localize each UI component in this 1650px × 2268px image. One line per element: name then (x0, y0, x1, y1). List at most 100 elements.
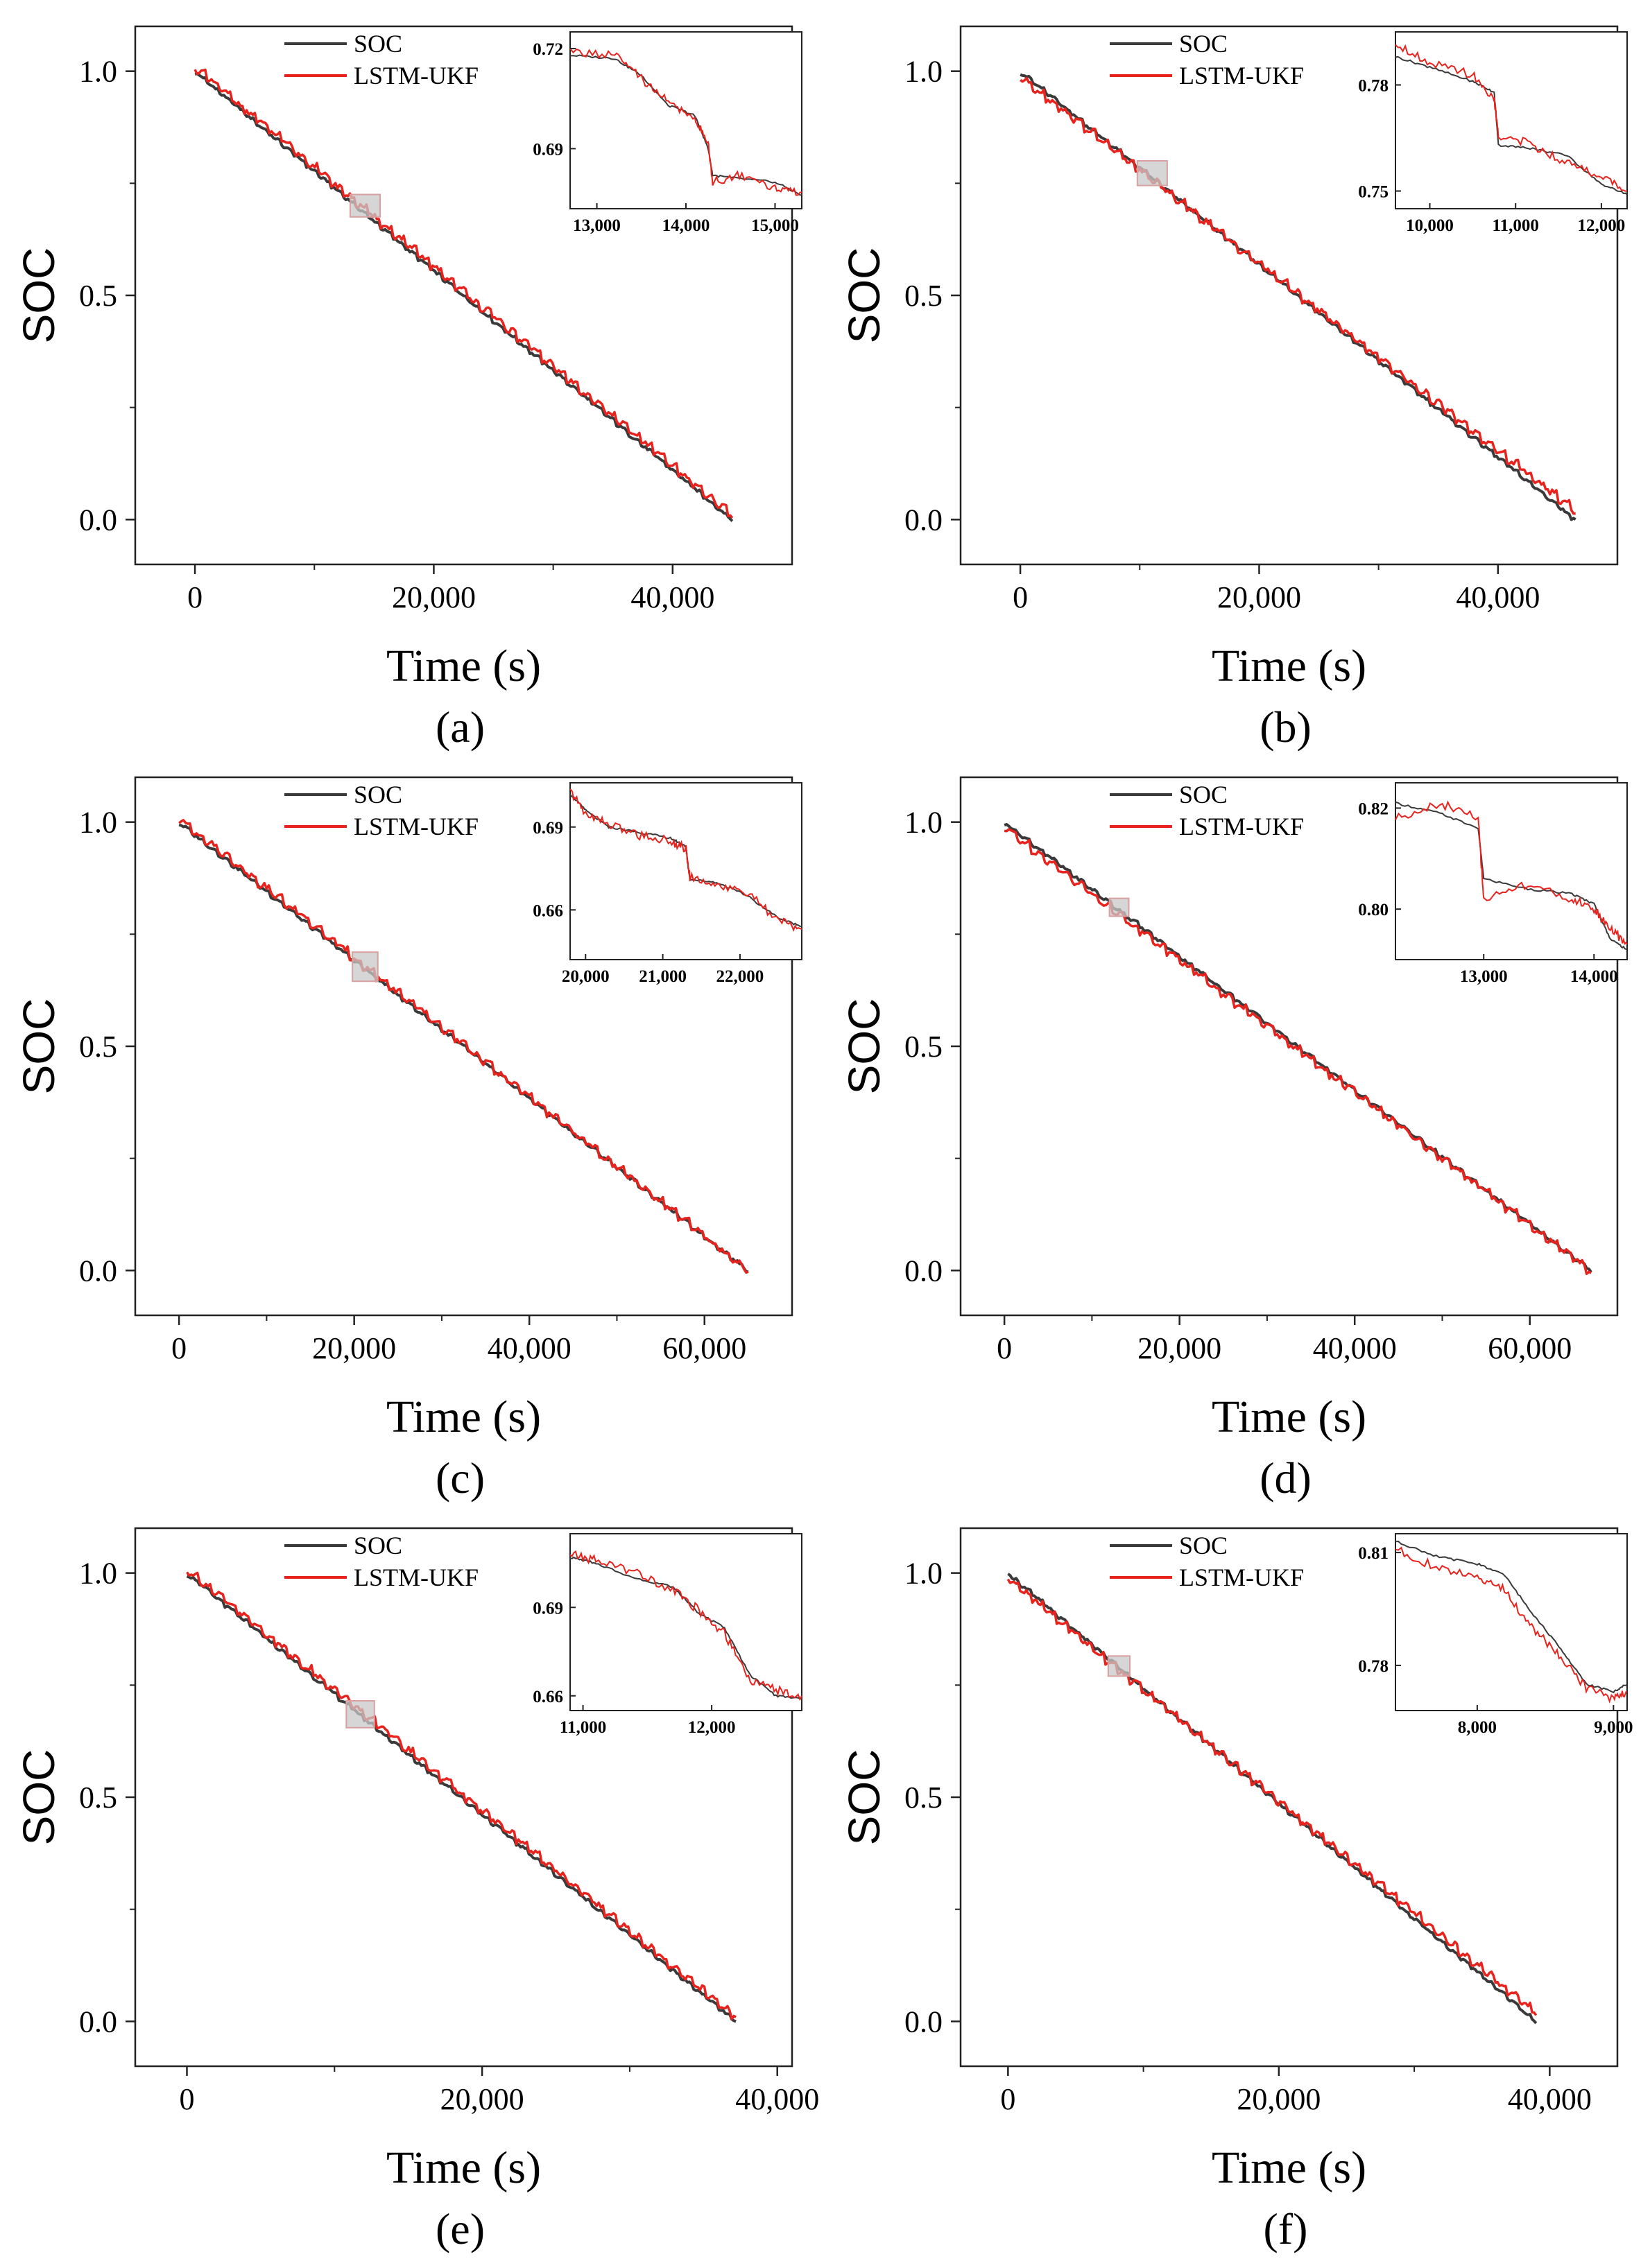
inset-x-tick-label: 12,000 (688, 1718, 736, 1737)
lstm-ukf-series-line (194, 68, 734, 519)
chart-panel: 0.0 0.5 1.0 0 20,000 40,000 Time (s) SOC (e) SOC L… (0, 1502, 825, 2258)
x-tick-label: 0 (171, 1331, 187, 1365)
chart-panel: 0.0 0.5 1.0 0 20,000 40,000 Time (s) SOC (f) SOC L… (825, 1502, 1650, 2258)
inset-y-tick-label: 0.82 (1358, 799, 1389, 818)
x-tick-label: 40,000 (735, 2082, 819, 2116)
chart-svg: 0.0 0.5 1.0 0 20,000 40,000 Time (s) SOC (f) SOC L… (839, 1527, 1633, 2253)
y-axis-label: SOC (839, 248, 889, 344)
chart-svg: 0.0 0.5 1.0 0 20,000 40,000 60,000 Time (s) SOC (… (14, 776, 802, 1503)
y-tick-label: 0.0 (79, 2005, 117, 2038)
inset-lstm-ukf-line (1395, 44, 1628, 192)
x-axis-label: Time (s) (1212, 641, 1366, 691)
inset-y-tick-label: 0.81 (1358, 1544, 1389, 1563)
legend-label: LSTM-UKF (354, 1564, 479, 1591)
zoom-region-box (1108, 897, 1130, 917)
inset-x-tick-label: 21,000 (639, 967, 687, 986)
y-tick-label: 0.0 (904, 2005, 943, 2038)
inset-y-tick-label: 0.75 (1358, 183, 1389, 202)
legend-label: LSTM-UKF (1179, 1564, 1304, 1591)
y-tick-label: 0.0 (79, 503, 117, 537)
zoom-region-box (1136, 160, 1168, 187)
x-axis-label: Time (s) (386, 2143, 541, 2193)
soc-series-line (194, 72, 734, 522)
y-tick-label: 0.5 (904, 1781, 943, 1815)
chart-panel: 0.0 0.5 1.0 0 20,000 40,000 60,000 Time (s) SOC (… (0, 751, 825, 1507)
inset-soc-line (1395, 801, 1628, 951)
y-tick-label: 1.0 (79, 55, 117, 89)
inset-x-tick-label: 8,000 (1458, 1718, 1497, 1737)
inset-lstm-ukf-line (1395, 800, 1628, 945)
inset-y-tick-label: 0.80 (1358, 901, 1389, 919)
legend-label: LSTM-UKF (354, 813, 479, 840)
inset-x-tick-label: 14,000 (1570, 967, 1618, 986)
inset-lstm-ukf-line (569, 1550, 802, 1702)
x-tick-label: 20,000 (1217, 580, 1301, 614)
inset-frame (569, 31, 802, 209)
y-tick-label: 0.0 (79, 1254, 117, 1288)
x-tick-label: 60,000 (662, 1331, 746, 1365)
x-tick-label: 0 (187, 580, 203, 614)
inset-soc-line (1395, 1540, 1628, 1694)
y-tick-label: 0.5 (79, 279, 117, 313)
chart-svg: 0.0 0.5 1.0 0 20,000 40,000 Time (s) SOC (a) SOC L… (14, 25, 802, 752)
x-tick-label: 20,000 (392, 580, 476, 614)
x-tick-label: 40,000 (1508, 2082, 1592, 2116)
lstm-ukf-series-line (1020, 76, 1576, 515)
lstm-ukf-series-line (1004, 828, 1592, 1275)
chart-svg: 0.0 0.5 1.0 0 20,000 40,000 Time (s) SOC (e) SOC L… (14, 1527, 819, 2253)
inset-frame (569, 782, 802, 960)
legend-label: SOC (1179, 1532, 1228, 1559)
inset-y-tick-label: 0.69 (533, 140, 563, 159)
legend-label: SOC (354, 781, 402, 808)
chart-svg: 0.0 0.5 1.0 0 20,000 40,000 Time (s) SOC (b) SOC L… (839, 25, 1628, 752)
x-tick-label: 40,000 (630, 580, 714, 614)
x-tick-label: 20,000 (1137, 1331, 1221, 1365)
lstm-ukf-series-line (186, 1571, 737, 2020)
inset-frame (1395, 782, 1628, 960)
y-tick-label: 1.0 (904, 55, 943, 89)
zoom-region-box (345, 1699, 375, 1729)
x-tick-label: 20,000 (1237, 2082, 1321, 2116)
inset-x-tick-label: 15,000 (751, 216, 799, 235)
chart-panel: 0.0 0.5 1.0 0 20,000 40,000 60,000 Time (s) SOC (… (825, 751, 1650, 1507)
legend-label: LSTM-UKF (354, 62, 479, 89)
x-tick-label: 40,000 (1456, 580, 1540, 614)
panel-caption: (e) (436, 2204, 485, 2253)
x-axis-label: Time (s) (1212, 1392, 1366, 1442)
y-tick-label: 0.5 (79, 1030, 117, 1064)
inset-x-tick-label: 9,000 (1594, 1718, 1633, 1737)
panel-caption: (d) (1260, 1453, 1312, 1503)
y-tick-label: 1.0 (904, 806, 943, 840)
inset-y-tick-label: 0.69 (533, 1599, 563, 1618)
x-tick-label: 0 (1013, 580, 1028, 614)
chart-svg: 0.0 0.5 1.0 0 20,000 40,000 60,000 Time (s) SOC (… (839, 776, 1628, 1503)
zoom-region-box (1107, 1655, 1131, 1677)
inset-x-tick-label: 22,000 (716, 967, 764, 986)
y-axis-label: SOC (14, 998, 64, 1095)
legend-label: LSTM-UKF (1179, 813, 1304, 840)
chart-panel: 0.0 0.5 1.0 0 20,000 40,000 Time (s) SOC (a) SOC L… (0, 0, 825, 756)
zoom-region-box (352, 951, 379, 982)
x-tick-label: 40,000 (488, 1331, 572, 1365)
inset-y-tick-label: 0.78 (1358, 77, 1389, 96)
inset-x-tick-label: 13,000 (1460, 967, 1508, 986)
inset-lstm-ukf-line (569, 48, 802, 196)
legend-label: LSTM-UKF (1179, 62, 1304, 89)
legend-label: SOC (354, 30, 402, 58)
y-axis-label: SOC (14, 1749, 64, 1846)
x-tick-label: 40,000 (1313, 1331, 1397, 1365)
x-tick-label: 0 (997, 1331, 1012, 1365)
inset-frame (1395, 31, 1628, 209)
x-tick-label: 0 (1000, 2082, 1015, 2116)
y-tick-label: 0.5 (79, 1781, 117, 1815)
y-tick-label: 0.0 (904, 503, 943, 537)
x-tick-label: 0 (179, 2082, 194, 2116)
inset-y-tick-label: 0.78 (1358, 1657, 1389, 1676)
x-axis-label: Time (s) (386, 641, 541, 691)
chart-panel: 0.0 0.5 1.0 0 20,000 40,000 Time (s) SOC (b) SOC L… (825, 0, 1650, 756)
inset-y-tick-label: 0.66 (533, 1688, 563, 1706)
y-tick-label: 0.5 (904, 1030, 943, 1064)
lstm-ukf-series-line (1006, 1578, 1538, 2016)
inset-frame (1395, 1533, 1628, 1711)
inset-x-tick-label: 14,000 (662, 216, 710, 235)
